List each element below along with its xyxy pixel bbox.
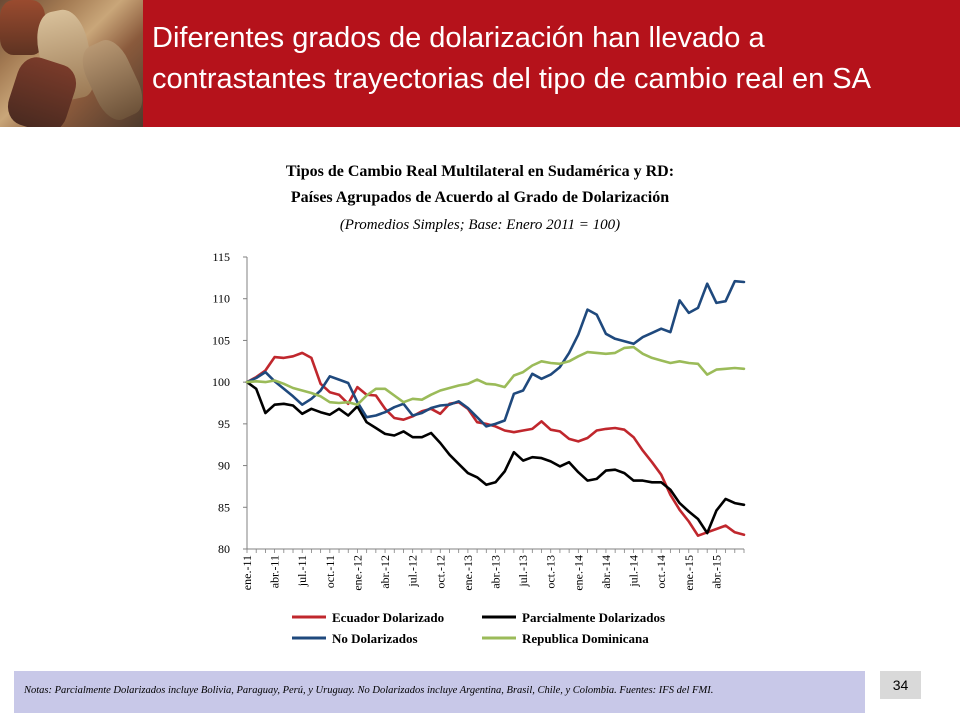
notes-text: Notas: Parcialmente Dolarizados incluye … (24, 685, 714, 696)
y-tick-label: 85 (218, 500, 230, 514)
x-tick-label: oct.-12 (433, 555, 447, 589)
slide-title-line-1: Diferentes grados de dolarización han ll… (152, 22, 765, 54)
chart-base-note: (Promedios Simples; Base: Enero 2011 = 1… (339, 217, 621, 233)
mural-image (0, 0, 143, 127)
slide-title: Diferentes grados de dolarización han ll… (152, 18, 952, 100)
x-tick-label: ene.-14 (571, 555, 585, 591)
legend-label-1: Ecuador Dolarizado (332, 610, 444, 625)
x-tick-label: ene.-13 (461, 555, 475, 591)
x-tick-label: ene.-15 (682, 555, 696, 591)
legend-label-4: Republica Dominicana (522, 631, 649, 646)
y-tick-label: 110 (212, 292, 230, 306)
legend-label-3: No Dolarizados (332, 631, 418, 646)
y-tick-label: 95 (218, 417, 230, 431)
x-tick-label: abr.-12 (378, 555, 392, 589)
series-line-2 (245, 380, 746, 535)
x-tick-label: jul.-11 (295, 555, 309, 587)
notes-box: Notas: Parcialmente Dolarizados incluye … (14, 671, 865, 713)
chart-title: Tipos de Cambio Real Multilateral en Sud… (285, 163, 675, 180)
x-tick-label: oct.-11 (323, 555, 337, 588)
legend-label-2: Parcialmente Dolarizados (522, 610, 665, 625)
x-tick-label: ene.-12 (350, 555, 364, 591)
x-tick-label: abr.-14 (599, 555, 613, 589)
series-line-3 (245, 279, 746, 428)
x-tick-label: oct.-13 (544, 555, 558, 589)
x-tick-label: abr.-11 (268, 555, 282, 588)
slide-title-line-2: contrastantes trayectorias del tipo de c… (152, 63, 871, 95)
series-line-1 (245, 351, 746, 538)
page-number: 34 (880, 671, 921, 699)
x-tick-label: abr.-15 (709, 555, 723, 589)
x-tick-label: oct.-14 (654, 555, 668, 589)
slide-header: Diferentes grados de dolarización han ll… (0, 0, 960, 127)
chart-subtitle: Países Agrupados de Acuerdo al Grado de … (290, 189, 670, 206)
line-chart: 80 85 90 95 100 105 110 115 ene.-11 abr.-11 jul.-1… (212, 250, 746, 646)
y-tick-label: 105 (212, 333, 230, 347)
y-tick-label: 80 (218, 542, 230, 556)
x-tick-label: jul.-12 (406, 555, 420, 588)
series-line-4 (245, 345, 746, 407)
y-tick-label: 100 (212, 375, 230, 389)
y-tick-label: 90 (218, 459, 230, 473)
x-tick-label: jul.-13 (516, 555, 530, 588)
x-tick-label: ene.-11 (240, 555, 254, 590)
y-tick-label: 115 (212, 250, 230, 264)
x-tick-label: abr.-13 (489, 555, 503, 589)
x-tick-label: jul.-14 (627, 555, 641, 588)
